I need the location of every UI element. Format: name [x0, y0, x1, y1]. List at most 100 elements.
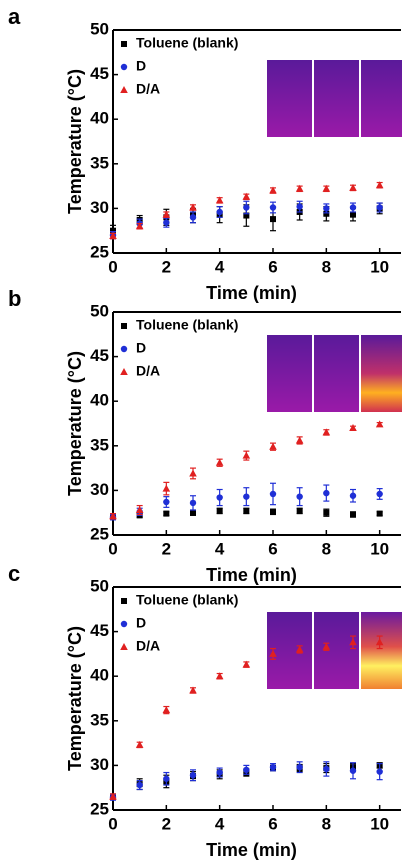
thermal-image: [314, 335, 359, 412]
marker: [323, 765, 330, 773]
legend-label: D/A: [136, 81, 160, 97]
marker: [269, 442, 277, 450]
marker: [376, 204, 383, 211]
marker: [163, 775, 170, 782]
y-tick-label: 30: [90, 198, 109, 217]
marker: [375, 181, 384, 189]
marker: [350, 211, 356, 218]
y-tick-label: 35: [90, 710, 109, 729]
x-tick-label: 4: [215, 814, 225, 833]
marker: [216, 494, 223, 501]
x-tick-label: 2: [162, 814, 171, 833]
marker: [163, 219, 170, 226]
x-tick-label: 2: [162, 539, 171, 558]
x-tick-label: 2: [162, 257, 171, 276]
y-axis-label: Temperature (°C): [65, 69, 85, 214]
marker: [162, 706, 171, 714]
x-tick-label: 4: [215, 539, 225, 558]
x-tick-label: 6: [268, 539, 277, 558]
marker: [322, 642, 331, 650]
marker: [322, 428, 331, 436]
marker: [162, 484, 171, 492]
marker: [295, 184, 304, 192]
marker: [270, 508, 276, 515]
marker: [376, 490, 383, 498]
marker: [189, 772, 197, 779]
marker: [216, 769, 223, 776]
panel-label: a: [8, 4, 21, 29]
thermal-image: [361, 60, 402, 137]
x-tick-label: 10: [370, 814, 389, 833]
marker: [269, 649, 277, 657]
legend-label: D/A: [136, 638, 160, 654]
y-tick-label: 40: [90, 666, 109, 685]
marker: [215, 458, 224, 466]
marker: [296, 763, 303, 771]
marker: [376, 768, 383, 775]
x-tick-label: 0: [108, 539, 117, 558]
y-tick-label: 30: [90, 755, 109, 774]
marker: [243, 493, 250, 500]
y-tick-label: 25: [90, 242, 109, 261]
x-tick-label: 10: [370, 539, 389, 558]
y-tick-label: 50: [90, 19, 109, 38]
marker: [215, 672, 224, 680]
thermal-image: [361, 335, 402, 412]
y-tick-label: 25: [90, 524, 109, 543]
marker: [243, 766, 250, 774]
marker: [243, 204, 250, 211]
marker: [269, 204, 277, 211]
legend-label: D: [136, 615, 146, 631]
marker: [296, 203, 303, 210]
marker: [242, 660, 251, 668]
marker: [109, 792, 117, 800]
y-axis-label: Temperature (°C): [65, 626, 85, 771]
marker: [110, 227, 116, 234]
x-tick-label: 10: [370, 257, 389, 276]
marker: [120, 620, 128, 628]
marker: [269, 490, 277, 498]
marker: [190, 509, 196, 516]
marker: [120, 63, 128, 71]
thermal-image: [361, 612, 402, 689]
y-tick-label: 45: [90, 346, 109, 365]
marker: [215, 196, 224, 204]
marker: [121, 598, 127, 604]
x-tick-label: 6: [268, 257, 277, 276]
legend-label: D: [136, 340, 146, 356]
x-tick-label: 8: [322, 257, 331, 276]
marker: [375, 638, 384, 646]
x-axis-label: Time (min): [206, 283, 297, 303]
panel-label: c: [8, 561, 20, 586]
x-tick-label: 6: [268, 814, 277, 833]
marker: [242, 192, 251, 200]
y-tick-label: 50: [90, 576, 109, 595]
thermal-image: [267, 612, 312, 689]
legend-label: D/A: [136, 363, 160, 379]
marker: [243, 507, 250, 514]
marker: [120, 643, 128, 650]
x-tick-label: 0: [108, 814, 117, 833]
marker: [349, 423, 357, 431]
marker: [322, 184, 331, 192]
marker: [135, 222, 144, 230]
marker: [120, 86, 128, 93]
marker: [189, 203, 197, 211]
marker: [189, 686, 197, 694]
marker: [295, 645, 304, 653]
marker: [269, 186, 277, 194]
marker: [349, 767, 357, 774]
legend-label: Toluene (blank): [136, 592, 238, 608]
y-tick-label: 50: [90, 301, 109, 320]
x-axis-label: Time (min): [206, 565, 297, 585]
legend-label: D: [136, 58, 146, 74]
y-tick-label: 45: [90, 64, 109, 83]
marker: [216, 507, 223, 514]
marker: [270, 216, 276, 223]
marker: [216, 208, 223, 216]
marker: [349, 183, 357, 191]
marker: [350, 511, 356, 518]
y-tick-label: 30: [90, 480, 109, 499]
legend-label: Toluene (blank): [136, 35, 238, 51]
